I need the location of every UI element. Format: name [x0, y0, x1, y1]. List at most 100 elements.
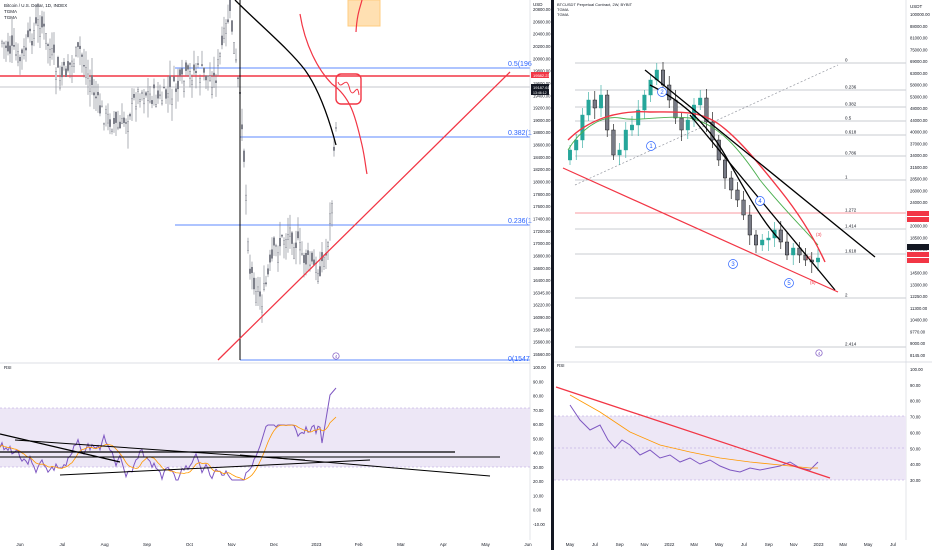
time-axis-label: 2022 — [664, 542, 675, 547]
axis-tick-label: 100000.00 — [910, 12, 930, 17]
candle-body — [220, 35, 223, 46]
right-red-ma — [567, 111, 826, 263]
axis-tick-label: 40.00 — [533, 451, 544, 456]
candle-body — [116, 126, 119, 129]
axis-tick-label: 8145.00 — [910, 353, 926, 358]
right-rsi-axis: 100.00 90.00 80.00 70.00 60.00 50.00 40.00 30.0… — [910, 367, 923, 483]
candle-body — [295, 242, 298, 248]
axis-tick-label: 48000.00 — [910, 106, 928, 111]
axis-tick-label: 69000.00 — [910, 59, 928, 64]
candle-body — [122, 117, 125, 123]
candle-body — [319, 266, 322, 276]
candle-body — [240, 124, 243, 130]
candle-body — [222, 27, 225, 39]
time-axis-label: Nov — [228, 542, 237, 547]
left-marker-circle — [332, 352, 340, 360]
candle-body — [14, 54, 17, 56]
candle-body — [192, 64, 195, 71]
right-badge-5 — [907, 258, 929, 263]
candle-body — [27, 30, 30, 37]
candle-body — [25, 47, 28, 51]
candle-body — [61, 66, 64, 78]
candle-body — [35, 17, 38, 24]
candle-body — [51, 48, 54, 56]
candle-body — [74, 47, 77, 57]
candle-body — [1, 41, 4, 44]
candle-body — [623, 129, 628, 151]
right-marker-label: 4 — [818, 351, 821, 356]
axis-tick-label: 19400.00 — [533, 93, 551, 98]
right-lower-trendline — [562, 167, 839, 293]
candle-body — [723, 159, 728, 179]
candle-body — [200, 64, 203, 66]
time-axis-label: Nov — [790, 542, 799, 547]
candle-body — [86, 73, 89, 79]
left-rsi-band — [0, 408, 530, 467]
time-axis-label: Mar — [839, 542, 847, 547]
candle-body — [108, 119, 111, 127]
candle-body — [747, 214, 752, 236]
candle-body — [174, 88, 177, 92]
candle-body — [297, 231, 300, 239]
right-currency: USDT — [910, 4, 923, 9]
candle-body — [574, 139, 579, 151]
axis-tick-label: 19000.00 — [533, 118, 551, 123]
right-rsi-trendline — [555, 386, 831, 479]
candle-body — [43, 23, 46, 27]
candle-body — [285, 239, 288, 248]
axis-tick-label: 70.00 — [910, 415, 921, 420]
candle-body — [323, 257, 326, 267]
candle-body — [265, 282, 268, 285]
left-rsi-axis: 100.00 90.00 80.00 70.00 60.00 50.00 40.00 30.0… — [533, 365, 546, 527]
candle-body — [98, 105, 101, 114]
candle-body — [100, 105, 103, 108]
candle-body — [160, 100, 163, 105]
candle-body — [150, 100, 153, 104]
candle-body — [289, 227, 292, 237]
axis-tick-label: 31500.00 — [910, 165, 928, 170]
axis-tick-label: 16800.00 — [533, 253, 551, 258]
candle-body — [216, 59, 219, 67]
candle-body — [136, 89, 139, 92]
axis-tick-label: 80.00 — [533, 394, 544, 399]
axis-tick-label: 90.00 — [533, 379, 544, 384]
axis-tick-label: 63000.00 — [910, 71, 928, 76]
candle-body — [335, 127, 338, 129]
axis-tick-label: 30.00 — [910, 478, 921, 483]
axis-tick-label: 34000.00 — [910, 153, 928, 158]
candle-body — [729, 177, 734, 191]
candle-body — [228, 0, 231, 11]
candle-body — [327, 242, 330, 248]
wave-label: 2 — [660, 90, 664, 96]
left-price-badge-dark-text: 19187.61 — [533, 85, 550, 90]
candle-body — [90, 75, 93, 86]
candle-body — [279, 238, 282, 247]
fib-level-label: 1.272 — [845, 208, 857, 213]
candle-body — [124, 122, 127, 124]
candle-body — [140, 91, 143, 94]
candle-body — [148, 93, 151, 103]
time-axis-label: May — [481, 542, 490, 547]
candle-body — [4, 45, 7, 48]
candle-body — [317, 272, 320, 282]
axis-tick-label: 90.00 — [910, 383, 921, 388]
wave-circle — [646, 141, 656, 151]
time-axis-label: Mar — [690, 542, 698, 547]
right-chart-pane: 0 0.236 0.382 0.5 0.618 0.786 1 1.272 1.414 1.618… — [554, 0, 932, 547]
candle-body — [232, 42, 235, 54]
candle-body — [10, 35, 13, 46]
axis-tick-label: 13300.00 — [910, 282, 928, 287]
candle-body — [246, 241, 249, 251]
left-rsi-trend-6 — [14, 439, 306, 461]
candle-body — [158, 94, 161, 97]
left-scribble — [337, 81, 360, 96]
axis-tick-label: 16600.00 — [533, 266, 551, 271]
fib-level-label: 1.618 — [845, 249, 857, 254]
candle-body — [210, 87, 213, 95]
candle-body — [283, 240, 286, 245]
fib-label-0.236: 0.236(1 — [508, 218, 532, 225]
candle-body — [190, 80, 193, 85]
candle-body — [63, 61, 66, 66]
candle-body — [146, 91, 149, 102]
candle-body — [55, 71, 58, 80]
